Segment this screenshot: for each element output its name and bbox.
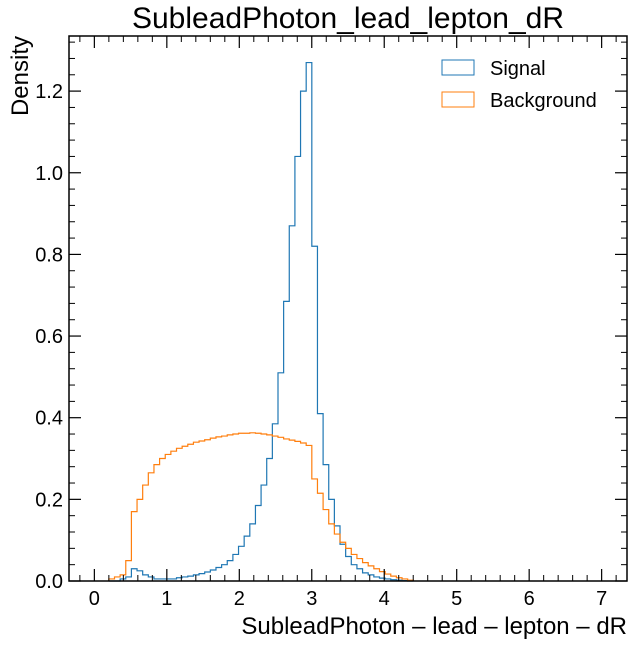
x-tick-label: 6 — [524, 588, 535, 610]
series-background-step — [108, 432, 414, 581]
x-tick-label: 5 — [451, 588, 462, 610]
x-tick-label: 0 — [89, 588, 100, 610]
legend-swatch-background — [441, 91, 475, 108]
x-tick-label: 3 — [306, 588, 317, 610]
y-tick-label: 0.2 — [35, 489, 63, 511]
legend: Signal Background — [441, 58, 597, 112]
y-tick-label: 0.8 — [35, 244, 63, 266]
x-axis-title: SubleadPhoton – lead – lepton – dR — [241, 613, 627, 640]
axes-layer: 0 1 2 3 4 5 6 7 0.0 0.2 0.4 0.6 0.8 1.0 1.2 — [35, 36, 627, 610]
legend-label-background: Background — [490, 90, 597, 112]
x-tick-label: 2 — [234, 588, 245, 610]
x-tick-label: 7 — [596, 588, 607, 610]
chart-title: SubleadPhoton_lead_lepton_dR — [132, 2, 564, 35]
x-tick-label: 1 — [161, 588, 172, 610]
y-tick-label: 1.2 — [35, 81, 63, 103]
plot-frame — [68, 35, 628, 582]
series-signal-step — [108, 61, 414, 582]
series-layer — [108, 61, 414, 582]
y-tick-label: 0.6 — [35, 326, 63, 348]
y-axis-title: Density — [7, 36, 34, 116]
y-tick-label: 1.0 — [35, 163, 63, 185]
y-tick-label: 0.4 — [35, 408, 63, 430]
legend-label-signal: Signal — [490, 58, 546, 80]
y-tick-label: 0.0 — [35, 571, 63, 593]
x-tick-label: 4 — [379, 588, 390, 610]
legend-swatch-signal — [441, 59, 475, 76]
